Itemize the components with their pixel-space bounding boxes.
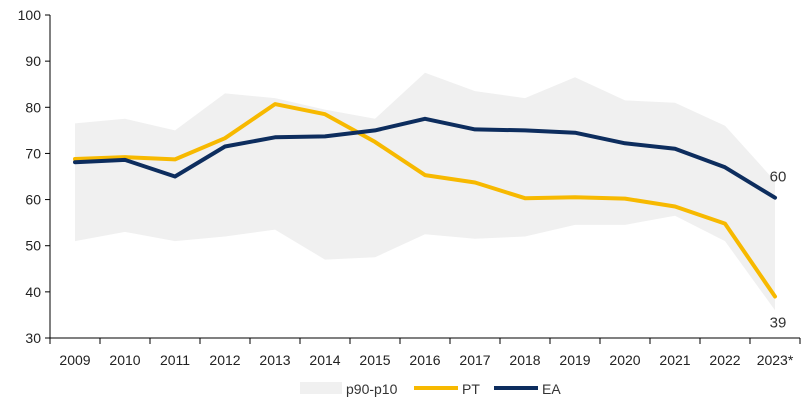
x-tick-label: 2015 xyxy=(359,352,390,368)
y-tick-label: 70 xyxy=(25,145,41,161)
legend-label-band: p90-p10 xyxy=(346,381,398,397)
y-tick-label: 50 xyxy=(25,238,41,254)
y-tick-label: 30 xyxy=(25,330,41,346)
x-tick-label: 2022 xyxy=(709,352,740,368)
series-layer xyxy=(73,102,777,299)
x-tick-label: 2017 xyxy=(459,352,490,368)
legend-label-ea: EA xyxy=(542,381,561,397)
x-tick-label: 2020 xyxy=(609,352,640,368)
x-tick-label: 2011 xyxy=(160,352,190,368)
x-tick-label: 2014 xyxy=(309,352,340,368)
band-p90-p10 xyxy=(75,72,775,311)
y-tick-label: 40 xyxy=(25,284,41,300)
y-tick-label: 80 xyxy=(25,99,41,115)
x-tick-label: 2016 xyxy=(409,352,440,368)
y-tick-label: 90 xyxy=(25,53,41,69)
labels-layer: 60 39 xyxy=(770,169,787,332)
x-tick-label: 2010 xyxy=(109,352,140,368)
legend-swatch-band xyxy=(300,382,342,394)
x-tick-label: 2021 xyxy=(659,352,690,368)
x-tick-label: 2023* xyxy=(757,352,794,368)
legend-label-pt: PT xyxy=(462,381,480,397)
axis-layer: 30 40 50 60 70 80 90 100 2009 2010 2011 2012 2013 201… xyxy=(18,7,801,368)
y-tick-label: 60 xyxy=(25,192,41,208)
x-tick-label: 2009 xyxy=(59,352,90,368)
legend: p90-p10 PT EA xyxy=(300,381,561,397)
x-tick-label: 2013 xyxy=(259,352,290,368)
data-label-ea-end: 60 xyxy=(770,169,787,186)
y-tick-label: 100 xyxy=(18,7,42,23)
x-tick-label: 2018 xyxy=(509,352,540,368)
x-tick-label: 2019 xyxy=(559,352,590,368)
band-layer xyxy=(75,72,775,311)
x-tick-label: 2012 xyxy=(209,352,240,368)
data-label-pt-end: 39 xyxy=(770,314,787,331)
